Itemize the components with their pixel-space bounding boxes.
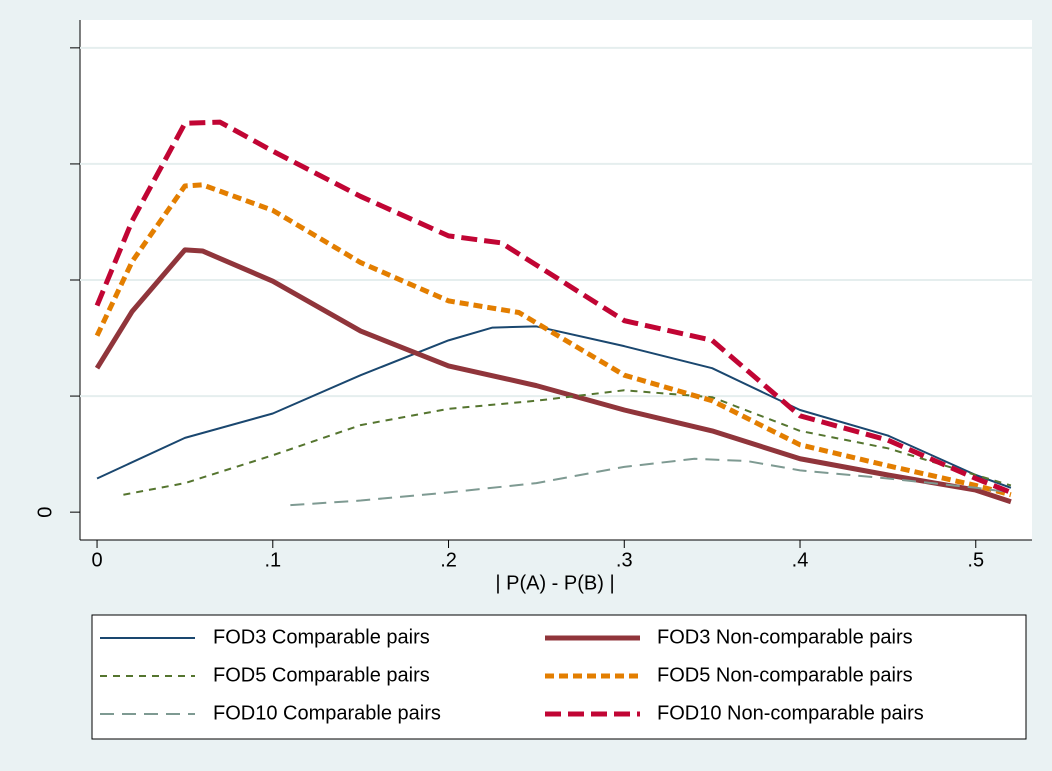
legend-label: FOD10 Non-comparable pairs bbox=[657, 702, 924, 724]
series-line bbox=[123, 389, 1012, 496]
y-tick-label: 0 bbox=[34, 507, 56, 518]
series-line bbox=[94, 119, 1012, 495]
series-line bbox=[290, 457, 1012, 507]
x-tick-label: .4 bbox=[792, 549, 809, 571]
x-tick-label: .2 bbox=[440, 549, 457, 571]
x-tick-label: .5 bbox=[967, 549, 984, 571]
x-tick-label: .3 bbox=[616, 549, 633, 571]
legend-label: FOD3 Comparable pairs bbox=[213, 626, 430, 648]
x-tick-label: 0 bbox=[91, 549, 102, 571]
legend-label: FOD5 Non-comparable pairs bbox=[657, 664, 913, 686]
legend-label: FOD5 Comparable pairs bbox=[213, 664, 430, 686]
series-line bbox=[96, 325, 1012, 489]
x-tick-label: .1 bbox=[264, 549, 281, 571]
series-line bbox=[94, 247, 1012, 505]
legend-label: FOD3 Non-comparable pairs bbox=[657, 626, 913, 648]
legend-label: FOD10 Comparable pairs bbox=[213, 702, 441, 724]
x-axis-title: | P(A) - P(B) | bbox=[495, 572, 614, 594]
